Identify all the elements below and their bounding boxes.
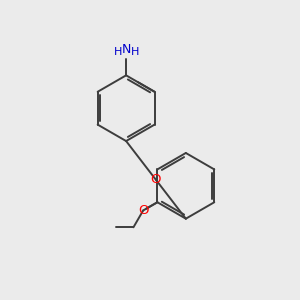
Text: O: O: [138, 204, 148, 217]
Text: O: O: [151, 173, 161, 186]
Text: H: H: [114, 47, 122, 57]
Text: H: H: [131, 47, 139, 57]
Text: N: N: [122, 44, 131, 56]
